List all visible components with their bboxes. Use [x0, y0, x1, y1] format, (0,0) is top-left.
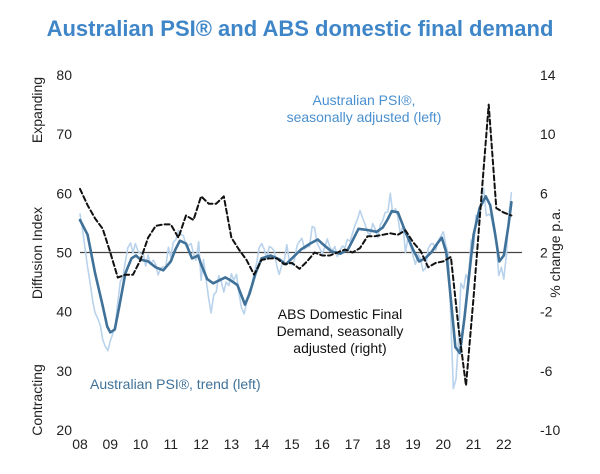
x-tick-label: 11	[164, 436, 179, 452]
y2-tick-label: 14	[540, 67, 556, 83]
y-tick-label: 20	[56, 422, 72, 438]
annotation-psi-sa-line1: Australian PSI®,	[313, 92, 416, 108]
y-tick-label: 40	[56, 304, 72, 320]
x-tick-label: 13	[224, 436, 240, 452]
y-tick-label: 30	[56, 363, 72, 379]
y-axis-label-expanding: Expanding	[29, 77, 45, 143]
series-psi-trend	[78, 195, 513, 355]
x-tick-label: 08	[72, 436, 88, 452]
chart-title: Australian PSI® and ABS domestic final d…	[46, 16, 554, 41]
y2-tick-label: 10	[540, 126, 556, 142]
y2-tick-label: 2	[540, 245, 548, 261]
y2-tick-label: -2	[540, 304, 553, 320]
annotation-abs-line3: adjusted (right)	[293, 340, 386, 356]
x-tick-label: 15	[284, 436, 300, 452]
y-axis-label: Diffusion Index	[29, 207, 45, 299]
y-tick-label: 70	[56, 126, 72, 142]
y2-axis-label: % change p.a.	[547, 208, 563, 298]
x-tick-label: 09	[102, 436, 118, 452]
series-abs-domestic-final-demand	[79, 103, 513, 387]
x-tick-label: 18	[375, 436, 391, 452]
x-tick-label: 10	[133, 436, 149, 452]
x-tick-label: 12	[193, 436, 209, 452]
x-tick-label: 20	[435, 436, 451, 452]
series-psi-seasonally-adjusted	[79, 187, 513, 390]
y-tick-label: 50	[56, 245, 72, 261]
x-tick-label: 14	[254, 436, 270, 452]
y-tick-label: 60	[56, 185, 72, 201]
annotation-psi-trend: Australian PSI®, trend (left)	[90, 376, 261, 392]
x-tick-label: 19	[405, 436, 421, 452]
annotation-abs-line1: ABS Domestic Final	[278, 306, 402, 322]
y2-tick-label: -6	[540, 363, 553, 379]
series-layer	[78, 103, 513, 390]
y2-tick-label: -10	[540, 422, 560, 438]
annotation-abs-line2: Demand, seasonally	[277, 323, 404, 339]
y-tick-label: 80	[56, 67, 72, 83]
annotation-psi-sa-line2: seasonally adjusted (left)	[287, 109, 442, 125]
x-tick-label: 17	[345, 436, 361, 452]
x-tick-label: 16	[314, 436, 330, 452]
y-axis-label-contracting: Contracting	[29, 364, 45, 436]
y2-tick-label: 6	[540, 185, 548, 201]
x-tick-label: 22	[496, 436, 512, 452]
labels-layer: Diffusion Index Expanding Contracting % …	[29, 77, 563, 436]
x-tick-label: 21	[466, 436, 482, 452]
axes-layer: 20 30 40 50 60 70 80 -10 -6 -2 2 6 10 14 08 09 10 11 12 13 1…	[56, 67, 560, 452]
